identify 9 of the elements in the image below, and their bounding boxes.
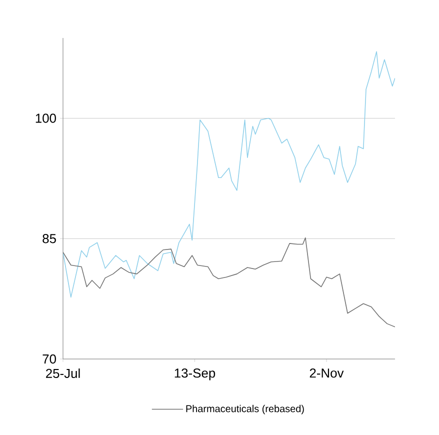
line-series (63, 51, 395, 298)
line-series (63, 237, 395, 328)
y-tick-label: 85 (42, 234, 56, 244)
y-tick-label: 70 (42, 354, 56, 364)
x-tick-label: 13-Sep (174, 368, 216, 380)
legend-label: Pharmaceuticals (rebased) (186, 404, 304, 414)
x-tick-label: 2-Nov (310, 368, 344, 378)
y-tick-label: 100 (36, 114, 56, 123)
x-tick-label: 25-Jul (46, 368, 80, 378)
